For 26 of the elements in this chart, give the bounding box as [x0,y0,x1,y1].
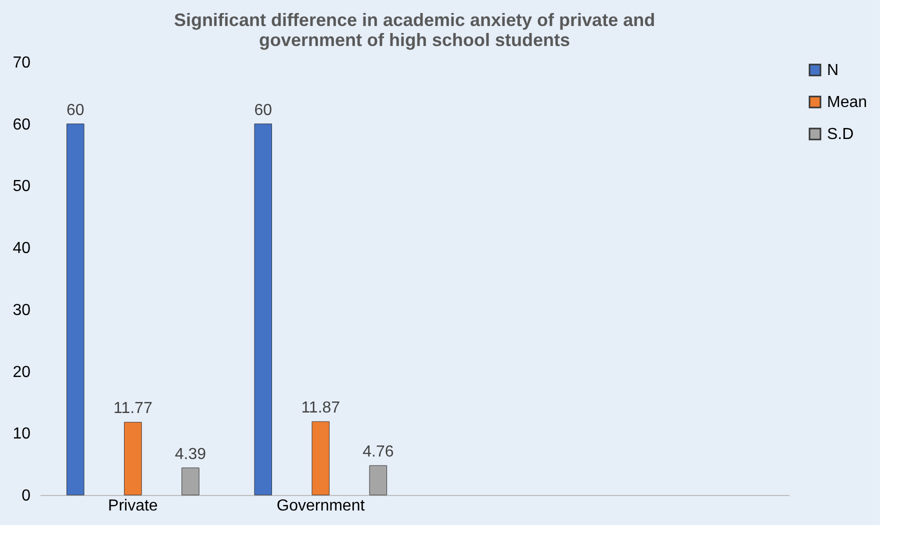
x-tick-label: Private [108,498,158,514]
y-tick-label: 20 [12,364,31,381]
legend-label: Mean [827,94,868,111]
data-label: 11.87 [301,400,340,417]
y-tick-label: 70 [12,54,31,72]
data-label: 11.77 [113,400,152,418]
bar [312,421,330,496]
chart-title: Significant difference in academic anxiety of private and government of high school students [174,10,656,50]
bar [254,124,272,496]
bar [182,468,200,496]
x-tick-label: Government [276,498,366,514]
y-tick-label: 30 [12,302,31,319]
data-label: 4.76 [362,444,394,461]
bar [124,422,142,496]
data-label: 60 [66,102,84,119]
y-tick-label: 0 [22,488,31,504]
bar [369,465,388,496]
legend-label: S.D [827,126,854,143]
y-tick-label: 60 [12,116,31,134]
y-tick-label: 10 [12,426,31,443]
y-tick-label: 40 [12,240,31,258]
legend-label: N [827,62,839,79]
data-label: 60 [254,102,272,119]
bar [66,124,84,496]
data-label: 4.39 [174,446,206,463]
y-tick-label: 50 [12,178,31,196]
